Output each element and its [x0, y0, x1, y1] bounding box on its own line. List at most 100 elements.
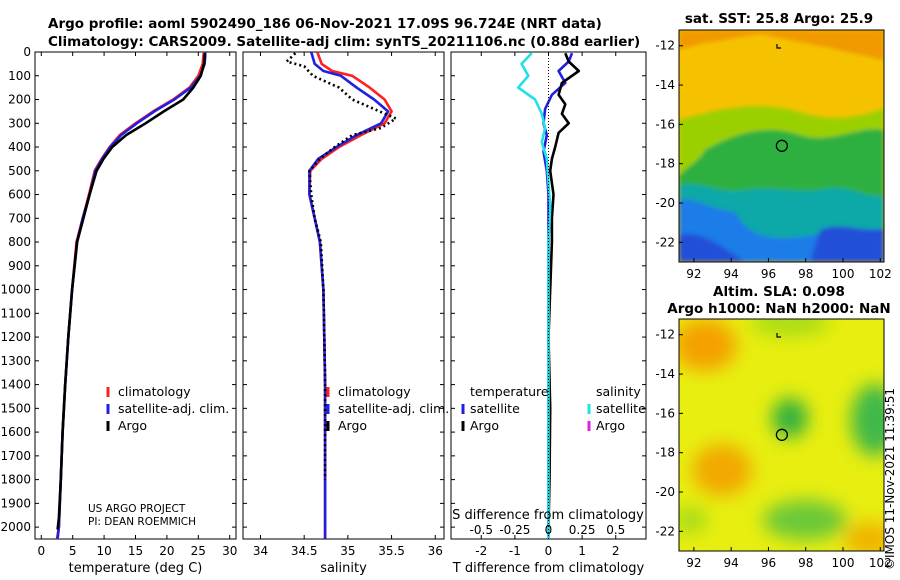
depth-tick-label: 1600	[0, 425, 31, 439]
sla_map-xtick-label: 92	[686, 556, 701, 570]
sst_map-ytick-label: -14	[655, 78, 675, 92]
sla-blobs	[679, 319, 884, 551]
temperature-xtick-label: 25	[191, 544, 206, 558]
salinity-diff-tick-label: 0.25	[569, 523, 596, 537]
depth-tick-label: 1200	[0, 330, 31, 344]
diff-legend-label-argo: Argo	[596, 418, 625, 433]
salinity-diff-tick-label: 0.5	[606, 523, 625, 537]
depth-tick-label: 400	[8, 140, 31, 154]
depth-tick-label: 700	[8, 211, 31, 225]
salinity-xlabel: salinity	[320, 561, 367, 576]
temperature-xtick-label: 10	[96, 544, 111, 558]
depth-tick-label: 800	[8, 235, 31, 249]
sst-float-track	[776, 44, 781, 49]
salinity-diff-tick-label: -0.5	[470, 523, 493, 537]
temperature-axes-frame	[34, 51, 237, 540]
pi-credit: PI: DEAN ROEMMICH	[88, 516, 196, 528]
depth-tick-label: 1300	[0, 354, 31, 368]
sla_map-xtick-label: 96	[761, 556, 776, 570]
depth-tick-label: 1900	[0, 496, 31, 510]
difference-xtick-label: -1	[509, 544, 521, 558]
sla-green-blob-s	[763, 500, 847, 540]
depth-tick-label: 600	[8, 188, 31, 202]
diff-legend-label-satellite: satellite	[470, 401, 520, 416]
depth-tick-label: 900	[8, 259, 31, 273]
salinity-xtick-label: 35.5	[378, 544, 405, 558]
sst-warm-top	[679, 30, 884, 60]
difference-xtick-label: 1	[578, 544, 586, 558]
sst_map-ytick-label: -16	[655, 117, 675, 131]
sla-green-blob-se	[679, 506, 708, 534]
sla_map-xtick-label: 98	[798, 556, 813, 570]
temperature-series-argo-line	[56, 53, 206, 530]
sst_map-xtick-label: 102	[869, 267, 892, 281]
legend-label-satellite-adj-clim-: satellite-adj. clim.	[118, 401, 229, 416]
depth-tick-label: 2000	[0, 520, 31, 534]
difference-xtick-label: 0	[545, 544, 553, 558]
depth-tick-label: 200	[8, 93, 31, 107]
sla-green-blob-center	[772, 398, 808, 438]
sla_map-ytick-label: -22	[655, 524, 675, 538]
imos-timestamp: ©IMOS 11-Nov-2021 11:39:51	[883, 388, 897, 570]
temperature-xtick-label: 15	[128, 544, 143, 558]
sla-orange-blob-se	[844, 522, 884, 551]
sla-green-blob-e	[851, 384, 884, 456]
salinity-xtick-label: 34	[253, 544, 268, 558]
sla-map-subtitle: Argo h1000: NaN h2000: NaN	[667, 301, 890, 317]
sla-green-blob-n	[750, 319, 830, 336]
sst-deep-blue-right	[810, 226, 884, 262]
sst_map-xtick-label: 96	[761, 267, 776, 281]
temperature-panel	[34, 51, 237, 540]
salinity-axes-frame	[242, 51, 445, 540]
sst-map-frame	[678, 29, 885, 263]
depth-tick-label: 500	[8, 164, 31, 178]
figure-title-line1: Argo profile: aoml 5902490_186 06-Nov-20…	[48, 16, 602, 32]
salinity-series-argo-line	[285, 52, 398, 480]
sla_map-xtick-label: 94	[724, 556, 739, 570]
sst-deep-blue-corner	[679, 234, 745, 262]
sst_map-xtick-label: 98	[798, 267, 813, 281]
depth-tick-label: 1000	[0, 283, 31, 297]
difference-xlabel: T difference from climatology	[452, 561, 645, 576]
sla-map-field	[679, 319, 884, 551]
salinity-diff-tick-label: 0	[545, 523, 553, 537]
legend-label-argo: Argo	[338, 418, 367, 433]
depth-tick-label: 100	[8, 69, 31, 83]
legend-label-satellite-adj-clim-: satellite-adj. clim.	[338, 401, 449, 416]
salinity-xtick-label: 35	[340, 544, 355, 558]
sst-map-title: sat. SST: 25.8 Argo: 25.9	[685, 11, 873, 27]
sla-map-frame	[678, 318, 885, 552]
legend-header-salinity: salinity	[596, 384, 641, 399]
legend-label-argo: Argo	[118, 418, 147, 433]
sla-map-panel: Altim. SLA: 0.098 Argo h1000: NaN h2000:…	[667, 284, 891, 552]
sst_map-xtick-label: 92	[686, 267, 701, 281]
salinity-diff-tick-label: -0.25	[499, 523, 530, 537]
legend-header-temperature: temperature	[470, 384, 549, 399]
sst-map-panel: sat. SST: 25.8 Argo: 25.9	[678, 11, 885, 263]
sst_map-xtick-label: 100	[832, 267, 855, 281]
legend-label-climatology: climatology	[118, 384, 191, 399]
sst_map-ytick-label: -20	[655, 196, 675, 210]
diff-legend-label-satellite: satellite	[596, 401, 646, 416]
depth-tick-label: 1100	[0, 306, 31, 320]
sla_map-ytick-label: -12	[655, 328, 675, 342]
depth-tick-label: 1700	[0, 449, 31, 463]
depth-tick-label: 1500	[0, 401, 31, 415]
salinity-panel	[242, 51, 445, 540]
sst_map-ytick-label: -22	[655, 235, 675, 249]
salinity-xtick-label: 36	[428, 544, 443, 558]
difference-xtick-label: -2	[475, 544, 487, 558]
sla_map-ytick-label: -20	[655, 485, 675, 499]
sst-profile-marker	[775, 139, 789, 152]
figure-title-line2: Climatology: CARS2009. Satellite-adj cli…	[48, 34, 640, 50]
sst_map-ytick-label: -18	[655, 157, 675, 171]
temperature-xtick-label: 5	[69, 544, 77, 558]
sla-orange-blob-sw	[692, 444, 752, 496]
depth-tick-label: 1800	[0, 473, 31, 487]
sst_map-ytick-label: -12	[655, 39, 675, 53]
sla_map-ytick-label: -14	[655, 367, 675, 381]
depth-tick-label: 300	[8, 116, 31, 130]
sst-map-field	[679, 30, 884, 262]
sst-blobs	[679, 30, 884, 262]
